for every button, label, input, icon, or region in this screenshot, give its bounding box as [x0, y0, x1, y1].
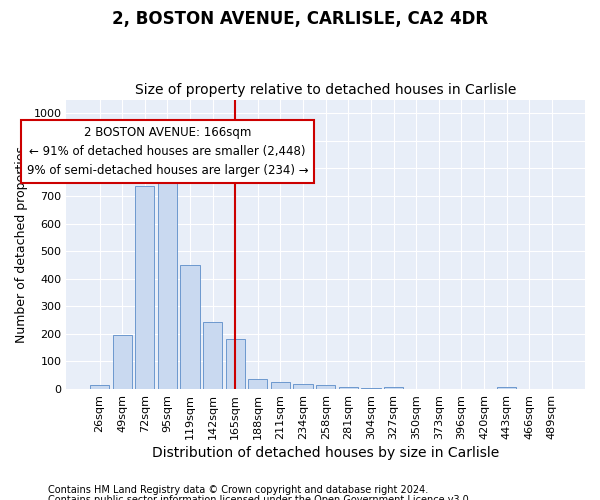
Bar	[248, 380, 268, 389]
Text: 2 BOSTON AVENUE: 166sqm
← 91% of detached houses are smaller (2,448)
9% of semi-: 2 BOSTON AVENUE: 166sqm ← 91% of detache…	[26, 126, 308, 176]
Bar	[407, 388, 426, 389]
Text: Contains public sector information licensed under the Open Government Licence v3: Contains public sector information licen…	[48, 495, 472, 500]
Bar	[181, 265, 200, 389]
Bar	[135, 186, 154, 389]
Bar	[384, 387, 403, 389]
Text: 2, BOSTON AVENUE, CARLISLE, CA2 4DR: 2, BOSTON AVENUE, CARLISLE, CA2 4DR	[112, 10, 488, 28]
Bar	[361, 388, 380, 389]
Text: Contains HM Land Registry data © Crown copyright and database right 2024.: Contains HM Land Registry data © Crown c…	[48, 485, 428, 495]
X-axis label: Distribution of detached houses by size in Carlisle: Distribution of detached houses by size …	[152, 446, 499, 460]
Title: Size of property relative to detached houses in Carlisle: Size of property relative to detached ho…	[135, 83, 517, 97]
Bar	[203, 322, 222, 389]
Bar	[497, 387, 516, 389]
Bar	[113, 336, 132, 389]
Y-axis label: Number of detached properties: Number of detached properties	[15, 146, 28, 343]
Bar	[542, 388, 562, 389]
Bar	[520, 388, 539, 389]
Bar	[271, 382, 290, 389]
Bar	[158, 159, 177, 389]
Bar	[90, 385, 109, 389]
Bar	[293, 384, 313, 389]
Bar	[339, 387, 358, 389]
Bar	[316, 386, 335, 389]
Bar	[226, 340, 245, 389]
